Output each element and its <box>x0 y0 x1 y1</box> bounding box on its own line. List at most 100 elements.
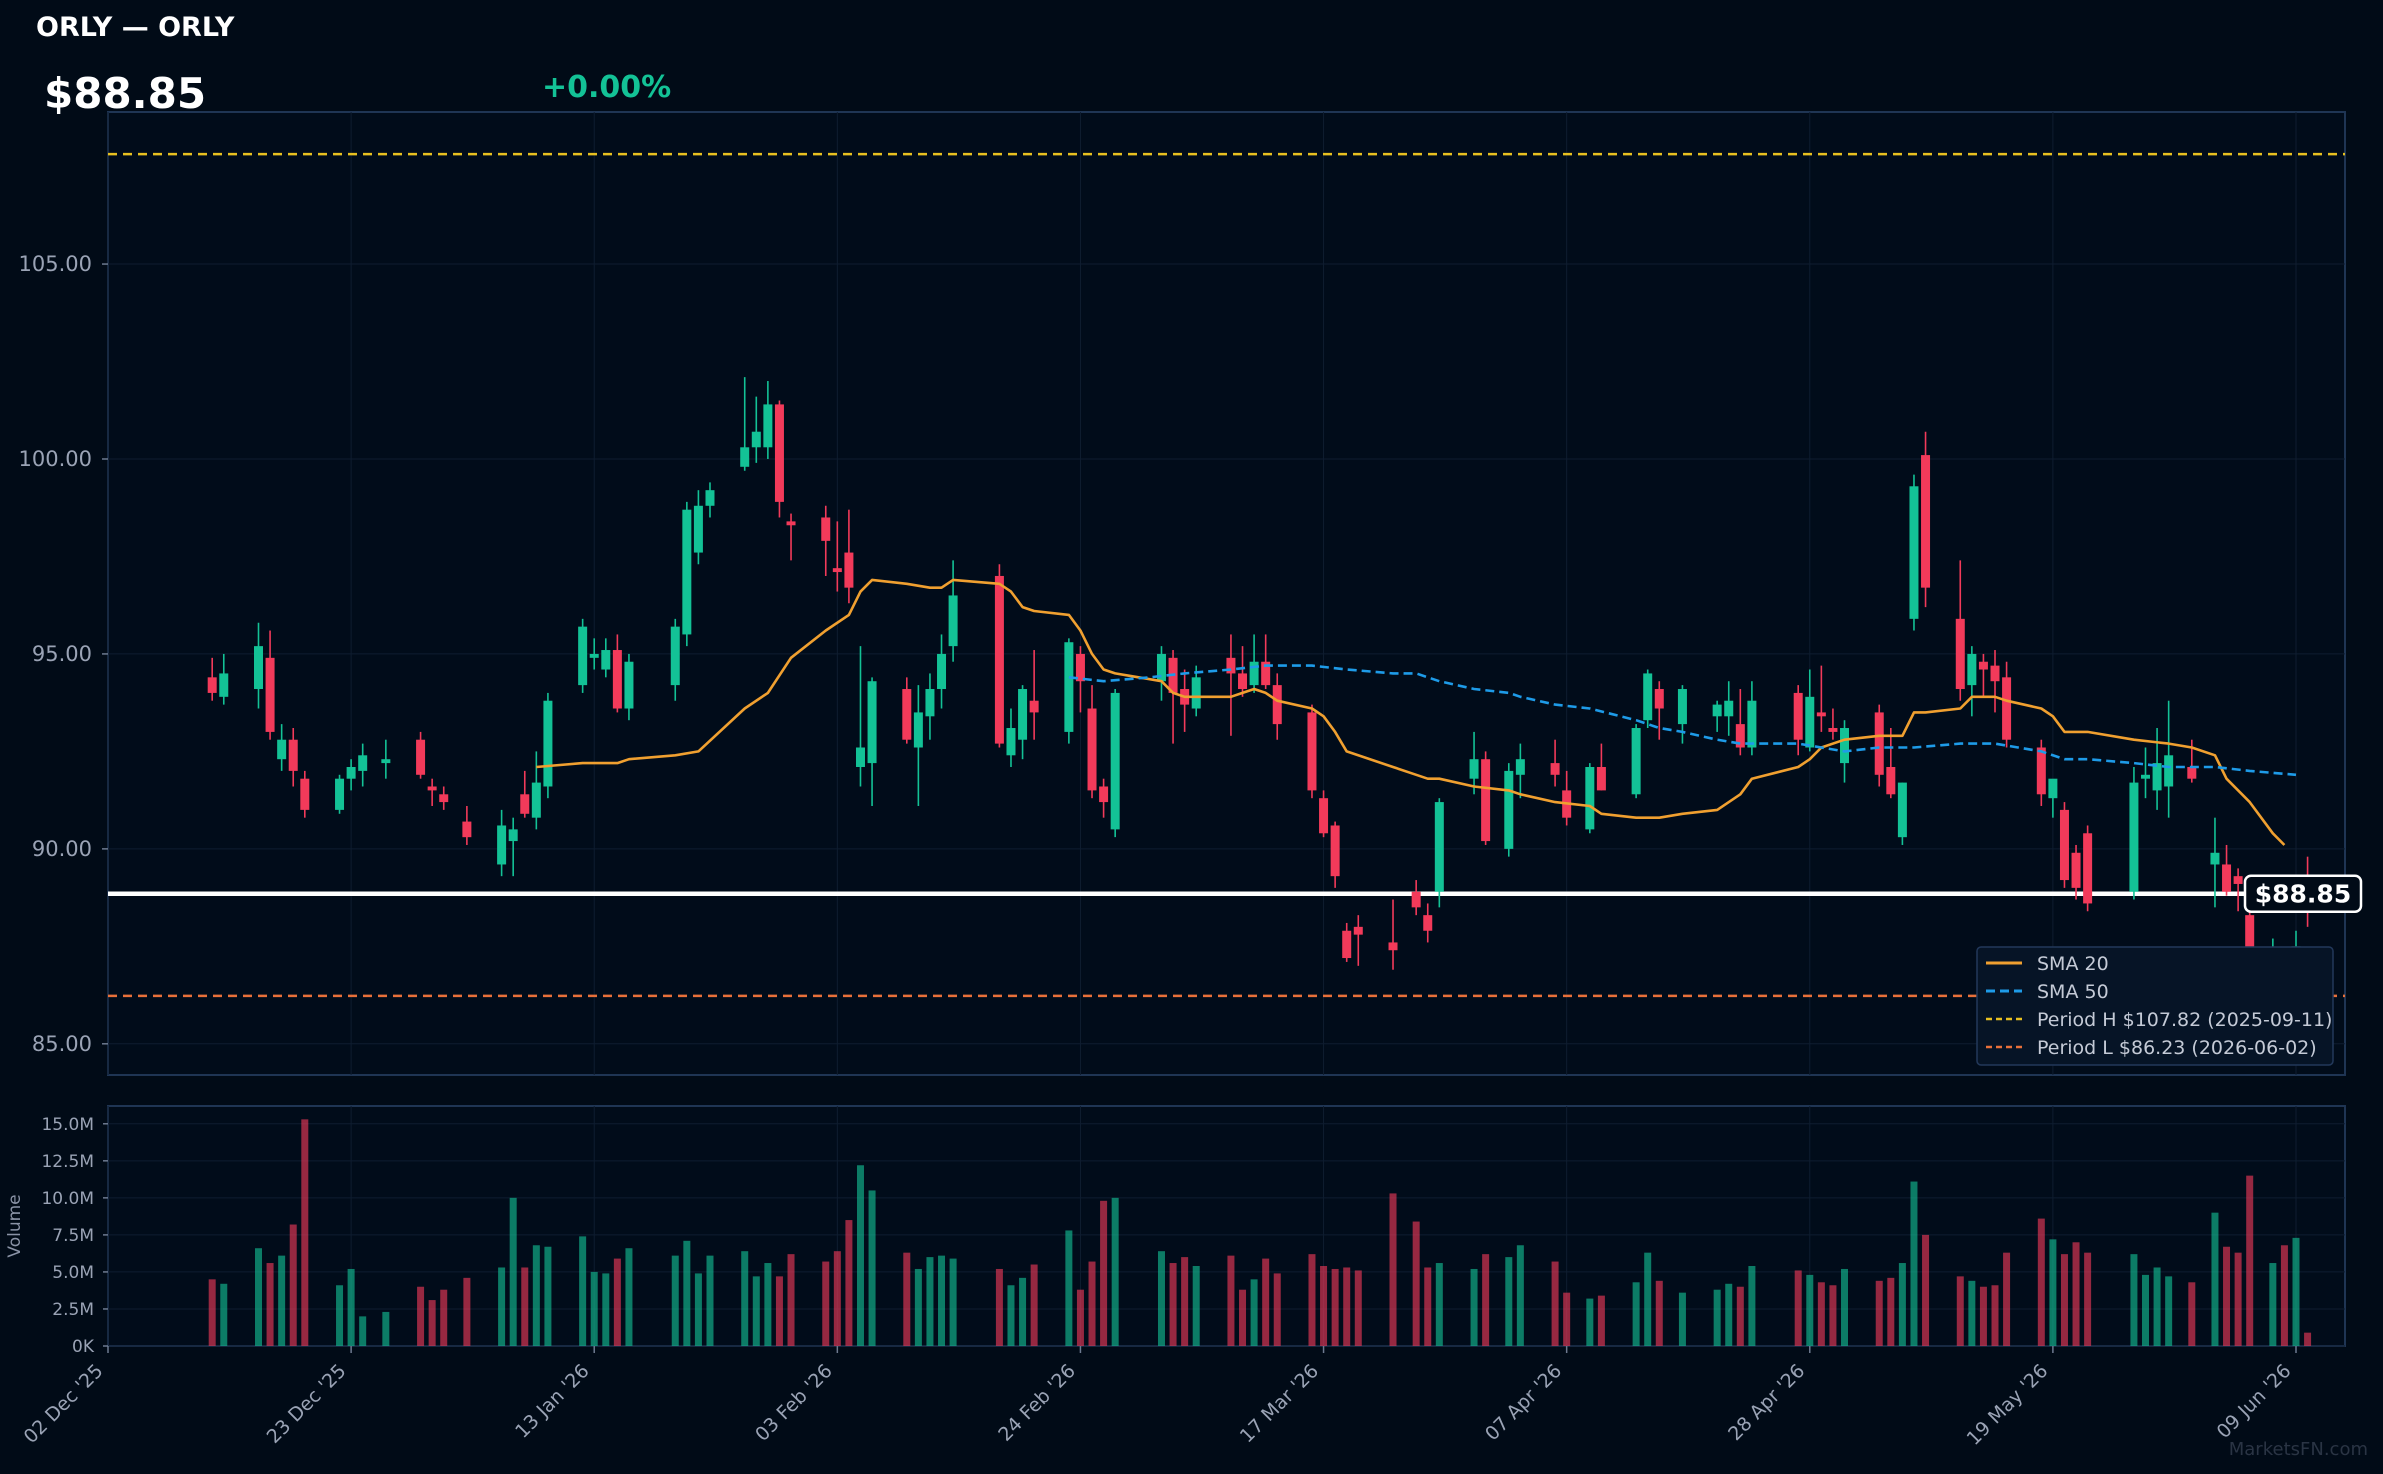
candle-body <box>937 653 947 690</box>
volume-bar <box>440 1289 448 1346</box>
price-tick-label: 90.00 <box>32 837 92 861</box>
volume-bar <box>1817 1282 1825 1346</box>
volume-bar <box>1482 1254 1490 1346</box>
candle-body <box>253 646 263 690</box>
candle-body <box>416 739 426 775</box>
candle-body <box>1469 759 1479 779</box>
volume-bar <box>1748 1266 1756 1346</box>
legend-label-sma20: SMA 20 <box>2037 953 2109 975</box>
candle-body <box>1388 942 1398 951</box>
volume-bar <box>1088 1261 1096 1346</box>
volume-bar <box>1111 1197 1119 1346</box>
candle-body <box>1805 696 1815 748</box>
volume-bar <box>1470 1268 1478 1346</box>
candle-body <box>855 747 865 767</box>
volume-bar <box>2223 1246 2231 1346</box>
volume-bar <box>1632 1282 1640 1346</box>
candle-body <box>786 521 796 526</box>
volume-bar <box>1898 1263 1906 1346</box>
current-price: $88.85 <box>44 69 206 118</box>
volume-bar <box>995 1268 1003 1346</box>
candle-body <box>543 700 553 787</box>
candle-body <box>1909 486 1919 619</box>
volume-bar <box>694 1273 702 1346</box>
candle-body <box>520 794 530 814</box>
candle-body <box>578 626 588 686</box>
volume-bar <box>2084 1252 2092 1346</box>
volume-bar <box>1713 1289 1721 1346</box>
candle-body <box>381 759 391 764</box>
candle-body <box>2129 782 2139 892</box>
volume-bar <box>1910 1181 1918 1346</box>
candle-body <box>1921 455 1931 588</box>
candle-body <box>682 509 692 635</box>
volume-bar <box>532 1245 540 1346</box>
candle-body <box>925 689 935 717</box>
volume-bar <box>1991 1285 1999 1346</box>
legend-label-period-high: Period H $107.82 (2025-09-11) <box>2037 1009 2332 1031</box>
legend-label-sma50: SMA 50 <box>2037 981 2109 1003</box>
candle-body <box>1099 786 1109 803</box>
candle-body <box>2152 763 2162 791</box>
volume-bar <box>254 1248 262 1346</box>
candle-body <box>751 431 761 448</box>
volume-bar <box>382 1311 390 1346</box>
candle-body <box>1978 661 1988 670</box>
volume-bar <box>1157 1251 1165 1346</box>
volume-bar <box>671 1255 679 1346</box>
volume-bar <box>1262 1258 1270 1346</box>
volume-bar <box>868 1190 876 1346</box>
candle-body <box>1712 704 1722 717</box>
volume-bar <box>1655 1280 1663 1346</box>
candle-body <box>1110 692 1120 830</box>
candle-body <box>994 575 1004 744</box>
volume-bar <box>1354 1270 1362 1346</box>
candle-body <box>1990 665 2000 682</box>
volume-bar <box>359 1316 367 1346</box>
volume-tick-label: 15.0M <box>41 1115 94 1135</box>
volume-bar <box>1956 1276 1964 1346</box>
volume-bar <box>1412 1221 1420 1346</box>
volume-bar <box>683 1240 691 1346</box>
volume-bar <box>336 1285 344 1346</box>
candle-body <box>2222 864 2232 892</box>
volume-bar <box>1875 1280 1883 1346</box>
volume-bar <box>1239 1289 1247 1346</box>
volume-tick-label: 2.5M <box>52 1300 94 1320</box>
candle-body <box>1735 724 1745 748</box>
volume-bar <box>1644 1252 1652 1346</box>
volume-bar <box>1435 1263 1443 1346</box>
candle-body <box>335 778 345 810</box>
candle-body <box>1006 728 1016 756</box>
volume-bar <box>833 1251 841 1346</box>
candle-body <box>1897 782 1907 838</box>
volume-bar <box>2072 1242 2080 1346</box>
volume-bar <box>266 1263 274 1346</box>
volume-tick-label: 10.0M <box>41 1189 94 1209</box>
volume-bar <box>1076 1289 1084 1346</box>
volume-bar <box>301 1119 309 1346</box>
volume-bar <box>2211 1212 2219 1346</box>
legend: SMA 20 SMA 50 Period H $107.82 (2025-09-… <box>1976 946 2334 1066</box>
candle-body <box>1631 728 1641 795</box>
volume-bar <box>1979 1286 1987 1346</box>
candle-body <box>1307 712 1317 791</box>
candle-body <box>1724 700 1734 717</box>
candles <box>207 377 2313 998</box>
candle-body <box>821 517 831 541</box>
candle-body <box>1504 770 1514 849</box>
volume-bar <box>579 1236 587 1346</box>
candle-body <box>1828 728 1838 732</box>
candle-body <box>2210 852 2220 865</box>
candle-body <box>948 595 958 647</box>
candle-body <box>1075 653 1085 682</box>
candle-body <box>774 404 784 502</box>
volume-bar <box>1343 1267 1351 1346</box>
volume-bar <box>602 1273 610 1346</box>
volume-bar <box>845 1220 853 1346</box>
volume-axis-label: Volume <box>5 1194 25 1257</box>
candle-body <box>2245 915 2255 970</box>
candle-body <box>1156 653 1166 682</box>
candle-body <box>508 829 518 842</box>
candle-body <box>1677 689 1687 725</box>
